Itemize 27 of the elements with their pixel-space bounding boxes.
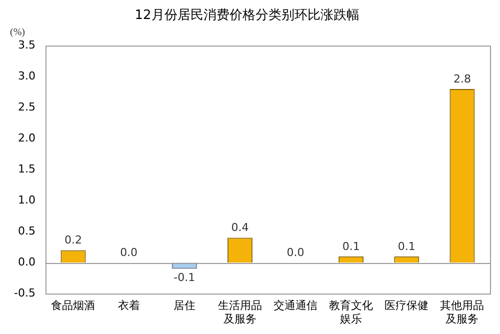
y-tick-label: 1.5 [18, 162, 36, 176]
data-label: 0.0 [120, 246, 138, 259]
y-tick-label: 2.0 [18, 131, 36, 144]
data-label: 2.8 [453, 72, 471, 86]
x-tick-label: 其他用品及服务 [440, 299, 484, 326]
x-tick-label: 交通通信 [274, 299, 318, 312]
data-label: 0.1 [398, 240, 416, 253]
y-tick-label: 0.0 [18, 255, 36, 268]
x-tick-label: 生活用品及服务 [218, 299, 262, 326]
y-tick-label: 3.0 [18, 69, 36, 82]
y-tick-label: 3.5 [18, 38, 36, 52]
y-axis-title: (%) [10, 27, 25, 38]
data-label: 0.0 [286, 246, 304, 259]
y-tick-label: 0.5 [18, 224, 36, 238]
x-tick-label: 居住 [173, 299, 196, 312]
data-label: -0.1 [174, 271, 196, 284]
y-tick-label: -0.5 [14, 286, 36, 300]
data-label: 0.2 [64, 234, 82, 247]
y-tick-label: 2.5 [18, 100, 36, 114]
chart-title: 12月份居民消费价格分类别环比涨跌幅 [134, 8, 360, 24]
data-label: 0.1 [342, 240, 360, 253]
x-tick-label: 衣着 [118, 299, 140, 312]
x-tick-label: 医疗保健 [384, 299, 429, 312]
x-tick-label: 食品烟酒 [51, 299, 96, 312]
y-tick-label: 1.0 [18, 193, 36, 206]
x-tick-label: 教育文化娱乐 [329, 299, 374, 326]
data-label: 0.4 [231, 221, 249, 234]
